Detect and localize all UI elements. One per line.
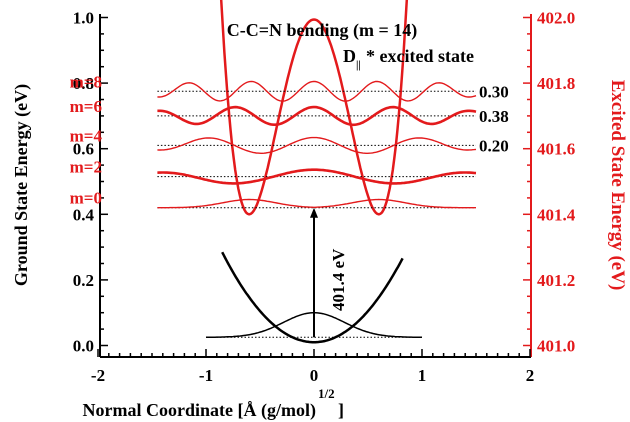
y-left-tick-label: 0.6 xyxy=(73,140,94,159)
plot-area: m=0 m=2 m=4 m=6 m=8 401.4 eV 0.30 0.38 0.20 xyxy=(70,0,509,344)
excited-wavefunction xyxy=(157,136,477,154)
chart-subtitle-prefix: D xyxy=(343,46,356,66)
y-left-tick-label: 1.0 xyxy=(73,9,94,28)
x-axis-label: Normal Coordinate [Å (g/mol) xyxy=(83,400,316,421)
excited-wavefunction xyxy=(157,168,477,185)
energy-annotation: 0.38 xyxy=(479,107,509,126)
chart-title: C-C=N bending (m = 14) xyxy=(227,20,418,41)
y-left-tick-label: 0.4 xyxy=(73,205,95,224)
y-right-tick-label: 401.6 xyxy=(537,140,575,159)
transition-label: 401.4 eV xyxy=(329,248,348,311)
x-tick-label: 1 xyxy=(418,366,427,385)
x-axis-label-superscript: 1/2 xyxy=(318,386,335,401)
y-axis-right-label: Excited State Energy (eV) xyxy=(607,80,628,291)
excited-wavefunction xyxy=(157,80,477,102)
chart-subtitle-tail: * excited state xyxy=(366,46,474,66)
energy-annotation: 0.20 xyxy=(479,136,509,155)
level-label: m=8 xyxy=(70,72,102,91)
transition-arrowhead xyxy=(310,207,318,218)
y-left-tick-label: 0.8 xyxy=(73,74,94,93)
y-right-tick-label: 401.0 xyxy=(537,337,575,356)
excited-wavefunction xyxy=(157,105,477,127)
energy-annotation: 0.30 xyxy=(479,82,509,101)
y-right-tick-label: 401.4 xyxy=(537,205,576,224)
excited-wavefunction xyxy=(157,198,476,209)
x-tick-label: 0 xyxy=(310,366,319,385)
ground-state-potential xyxy=(221,251,404,344)
y-axis-left-label: Ground State Energy (eV) xyxy=(11,84,32,286)
x-tick-label: -1 xyxy=(199,366,213,385)
level-label: m=6 xyxy=(70,97,102,116)
level-label: m=0 xyxy=(70,189,102,208)
y-right-tick-label: 401.8 xyxy=(537,74,575,93)
ticks: -2 -1 0 1 2 0.0 0.2 0.4 0.6 0.8 1.0 401.0 401.2 401.4… xyxy=(73,9,576,386)
chart-subtitle: D xyxy=(343,46,356,66)
excited-state-potential xyxy=(219,0,409,216)
x-tick-label: 2 xyxy=(526,366,535,385)
y-left-tick-label: 0.2 xyxy=(73,271,94,290)
y-right-tick-label: 402.0 xyxy=(537,9,575,28)
level-label: m=4 xyxy=(70,126,103,145)
level-label: m=2 xyxy=(70,158,102,177)
y-right-tick-label: 401.2 xyxy=(537,271,575,290)
chart-subtitle-subscript: || xyxy=(356,59,361,71)
y-left-tick-label: 0.0 xyxy=(73,337,94,356)
x-tick-label: -2 xyxy=(91,366,105,385)
axes xyxy=(99,14,532,358)
x-axis-label-tail: ] xyxy=(338,400,344,420)
